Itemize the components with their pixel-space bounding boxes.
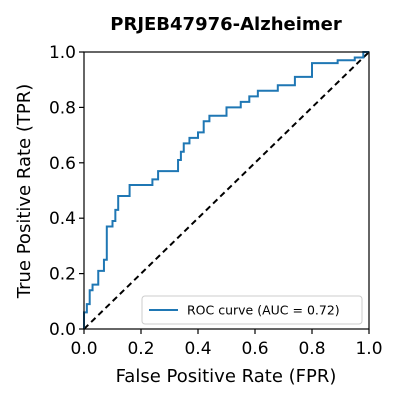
legend-label: ROC curve (AUC = 0.72) — [187, 303, 340, 318]
y-tick-label: 0.6 — [49, 154, 76, 174]
axes-frame — [83, 51, 370, 330]
series-layer — [83, 51, 370, 330]
x-tick-label: 0.8 — [298, 339, 325, 359]
x-tick-label: 1.0 — [355, 339, 382, 359]
x-axis-label: False Positive Rate (FPR) — [116, 366, 337, 387]
plot-area — [83, 51, 370, 330]
chance-diagonal-line — [83, 51, 370, 330]
x-axis: 0.0 0.2 0.4 0.6 0.8 1.0 — [70, 329, 383, 359]
legend: ROC curve (AUC = 0.72) — [141, 295, 363, 325]
x-tick-label: 0.4 — [184, 339, 211, 359]
x-tick-label: 0.2 — [127, 339, 154, 359]
y-axis-label: True Positive Rate (TPR) — [14, 84, 35, 299]
legend-box — [141, 295, 363, 325]
y-tick-label: 0.8 — [49, 98, 76, 118]
y-tick-label: 0.4 — [49, 209, 76, 229]
y-tick-label: 0.0 — [49, 320, 76, 340]
chart-title: PRJEB47976-Alzheimer — [110, 14, 342, 35]
y-tick-label: 1.0 — [49, 43, 76, 63]
x-tick-label: 0.0 — [70, 339, 97, 359]
y-tick-label: 0.2 — [49, 265, 76, 285]
roc-curve-line — [83, 51, 369, 329]
x-tick-label: 0.6 — [241, 339, 268, 359]
y-axis: 0.0 0.2 0.4 0.6 0.8 1.0 — [49, 43, 84, 340]
